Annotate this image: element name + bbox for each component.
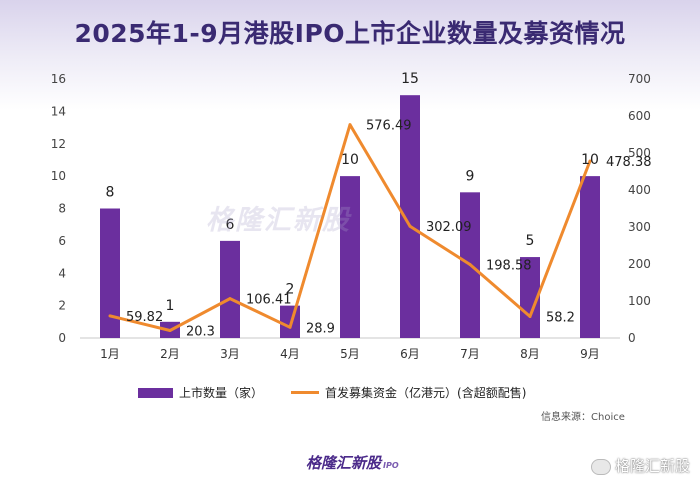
- bar: [400, 95, 420, 338]
- footer-logo: 格隆汇新股 IPO: [306, 452, 399, 473]
- legend: 上市数量（家） 首发募集资金（亿港元）(含超额配售): [138, 384, 526, 401]
- legend-bar-swatch: [138, 387, 173, 398]
- line-data-label: 20.3: [186, 324, 215, 339]
- bar: [580, 176, 600, 338]
- bar-data-label: 1: [166, 298, 175, 314]
- legend-line-swatch: [291, 391, 320, 394]
- source-note: 信息来源：Choice: [541, 412, 625, 423]
- line-data-label: 59.82: [126, 310, 163, 325]
- bar-data-label: 9: [466, 168, 475, 184]
- bar: [220, 240, 240, 338]
- line-point: [288, 325, 292, 329]
- bar-data-label: 15: [401, 71, 419, 87]
- bar-data-label: 6: [226, 217, 235, 233]
- line-data-label: 106.41: [246, 293, 292, 308]
- watermark: 格隆汇新股: [206, 205, 351, 236]
- y-left-tick-label: 8: [58, 202, 66, 216]
- line-data-label: 58.2: [546, 310, 575, 325]
- y-right-tick-label: 0: [628, 331, 636, 345]
- x-tick-label: 2月: [160, 347, 180, 361]
- line-point: [228, 297, 232, 301]
- y-right-tick-label: 300: [628, 220, 651, 234]
- line-data-label: 302.09: [426, 220, 472, 235]
- corner-watermark-text: 格隆汇新股: [614, 457, 690, 475]
- line-data-label: 576.49: [366, 119, 412, 134]
- chart-title: 2025年1-9月港股IPO上市企业数量及募资情况: [74, 19, 626, 48]
- x-tick-label: 5月: [340, 347, 360, 361]
- bar: [520, 257, 540, 338]
- line-point: [408, 224, 412, 228]
- y-left-tick-label: 6: [58, 234, 66, 248]
- y-left-tick-label: 4: [58, 266, 66, 280]
- bar-data-label: 5: [526, 233, 535, 249]
- y-left-tick-label: 10: [51, 169, 66, 183]
- legend-bar-label: 上市数量（家）: [179, 386, 264, 400]
- x-tick-label: 4月: [280, 347, 300, 361]
- y-right-tick-label: 200: [628, 257, 651, 271]
- bar: [280, 305, 300, 338]
- x-tick-label: 3月: [220, 347, 240, 361]
- y-right-tick-label: 100: [628, 294, 651, 308]
- bar-data-label: 8: [106, 185, 115, 201]
- y-left-tick-label: 16: [51, 72, 66, 86]
- bar: [340, 176, 360, 338]
- line-point: [348, 123, 352, 127]
- y-right-tick-label: 600: [628, 109, 651, 123]
- y-right-tick-label: 400: [628, 183, 651, 197]
- line-point: [588, 159, 592, 163]
- y-left-tick-label: 12: [51, 137, 66, 151]
- y-left-tick-label: 2: [58, 299, 66, 313]
- x-tick-label: 9月: [580, 347, 600, 361]
- corner-watermark: 格隆汇新股: [590, 455, 690, 476]
- line-point: [168, 328, 172, 332]
- legend-line-label: 首发募集资金（亿港元）(含超额配售): [325, 386, 527, 400]
- line-data-label: 478.38: [606, 155, 652, 170]
- line-data-label: 198.58: [486, 259, 532, 274]
- y-right-tick-label: 700: [628, 72, 651, 86]
- x-tick-label: 6月: [400, 347, 420, 361]
- y-right-tick-label: 500: [628, 146, 651, 160]
- line-point: [528, 314, 532, 318]
- footer-logo-ipo: IPO: [383, 461, 399, 470]
- line-point: [468, 263, 472, 267]
- weibo-icon: [590, 458, 611, 475]
- bar-data-label: 2: [286, 282, 295, 298]
- x-tick-label: 1月: [100, 347, 120, 361]
- line-point: [108, 314, 112, 318]
- y-left-tick-label: 0: [58, 331, 66, 345]
- bar-data-label: 10: [581, 152, 599, 168]
- x-tick-label: 7月: [460, 347, 480, 361]
- bar: [100, 208, 120, 338]
- y-left-tick-label: 14: [51, 104, 66, 118]
- footer-logo-text: 格隆汇新股: [306, 454, 382, 472]
- bar-data-label: 10: [341, 152, 359, 168]
- x-tick-label: 8月: [520, 347, 540, 361]
- line-data-label: 28.9: [306, 321, 335, 336]
